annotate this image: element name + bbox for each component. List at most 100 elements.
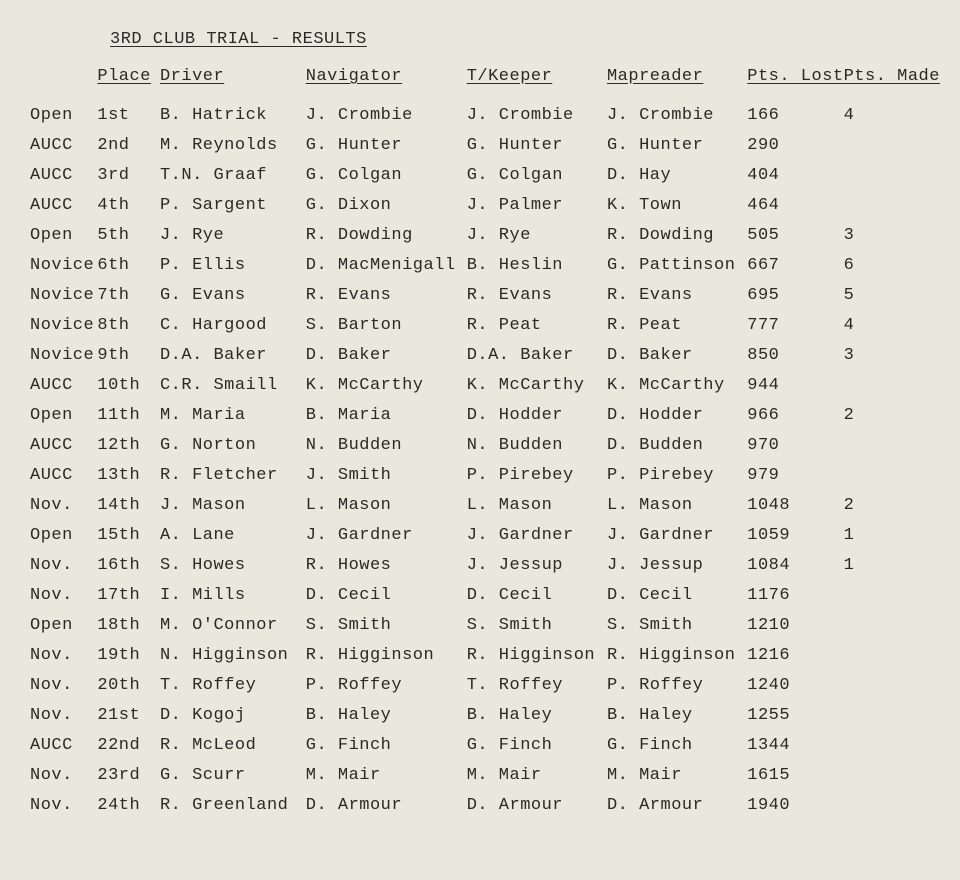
cell-tkeeper: D. Armour	[467, 790, 607, 820]
cell-navigator: R. Dowding	[306, 220, 467, 250]
cell-navigator: B. Maria	[306, 400, 467, 430]
table-row: Nov.20thT. RoffeyP. RoffeyT. RoffeyP. Ro…	[30, 670, 940, 700]
cell-tkeeper: R. Evans	[467, 280, 607, 310]
cell-driver: T.N. Graaf	[160, 160, 306, 190]
cell-pts-lost: 979	[747, 460, 843, 490]
table-row: AUCC22ndR. McLeodG. FinchG. FinchG. Finc…	[30, 730, 940, 760]
cell-class: Novice	[30, 250, 97, 280]
cell-driver: D.A. Baker	[160, 340, 306, 370]
cell-class: Nov.	[30, 700, 97, 730]
table-row: Nov.14thJ. MasonL. MasonL. MasonL. Mason…	[30, 490, 940, 520]
cell-tkeeper: G. Colgan	[467, 160, 607, 190]
cell-pts-lost: 1210	[747, 610, 843, 640]
cell-pts-made	[844, 460, 940, 490]
cell-driver: C.R. Smaill	[160, 370, 306, 400]
cell-driver: B. Hatrick	[160, 100, 306, 130]
cell-class: Nov.	[30, 490, 97, 520]
cell-mapreader: D. Hodder	[607, 400, 747, 430]
table-row: AUCC2ndM. ReynoldsG. HunterG. HunterG. H…	[30, 130, 940, 160]
cell-tkeeper: L. Mason	[467, 490, 607, 520]
cell-pts-lost: 1048	[747, 490, 843, 520]
table-row: Nov.24thR. GreenlandD. ArmourD. ArmourD.…	[30, 790, 940, 820]
cell-navigator: G. Hunter	[306, 130, 467, 160]
cell-class: Open	[30, 400, 97, 430]
cell-pts-made: 4	[844, 100, 940, 130]
cell-pts-made	[844, 730, 940, 760]
cell-pts-lost: 1216	[747, 640, 843, 670]
cell-driver: M. Maria	[160, 400, 306, 430]
cell-place: 9th	[97, 340, 160, 370]
cell-class: AUCC	[30, 160, 97, 190]
cell-class: AUCC	[30, 730, 97, 760]
cell-place: 10th	[97, 370, 160, 400]
cell-tkeeper: R. Peat	[467, 310, 607, 340]
cell-place: 8th	[97, 310, 160, 340]
cell-pts-made: 3	[844, 220, 940, 250]
cell-pts-lost: 850	[747, 340, 843, 370]
header-pts-made: Pts. Made	[844, 67, 940, 100]
cell-mapreader: D. Budden	[607, 430, 747, 460]
cell-place: 4th	[97, 190, 160, 220]
cell-pts-made	[844, 430, 940, 460]
cell-navigator: S. Smith	[306, 610, 467, 640]
cell-place: 22nd	[97, 730, 160, 760]
cell-class: Nov.	[30, 640, 97, 670]
cell-tkeeper: M. Mair	[467, 760, 607, 790]
cell-place: 2nd	[97, 130, 160, 160]
cell-pts-lost: 1255	[747, 700, 843, 730]
cell-mapreader: B. Haley	[607, 700, 747, 730]
cell-driver: I. Mills	[160, 580, 306, 610]
cell-navigator: D. MacMenigall	[306, 250, 467, 280]
cell-pts-lost: 966	[747, 400, 843, 430]
cell-place: 24th	[97, 790, 160, 820]
cell-class: AUCC	[30, 190, 97, 220]
cell-place: 3rd	[97, 160, 160, 190]
cell-mapreader: S. Smith	[607, 610, 747, 640]
cell-driver: S. Howes	[160, 550, 306, 580]
cell-pts-made	[844, 760, 940, 790]
cell-place: 21st	[97, 700, 160, 730]
cell-pts-made: 4	[844, 310, 940, 340]
cell-navigator: P. Roffey	[306, 670, 467, 700]
table-body: Open1stB. HatrickJ. CrombieJ. CrombieJ. …	[30, 100, 940, 820]
cell-mapreader: D. Armour	[607, 790, 747, 820]
cell-pts-lost: 505	[747, 220, 843, 250]
cell-navigator: R. Evans	[306, 280, 467, 310]
cell-driver: G. Evans	[160, 280, 306, 310]
cell-navigator: N. Budden	[306, 430, 467, 460]
table-header: Place Driver Navigator T/Keeper Mapreade…	[30, 67, 940, 100]
cell-pts-lost: 1240	[747, 670, 843, 700]
cell-pts-lost: 777	[747, 310, 843, 340]
cell-tkeeper: J. Crombie	[467, 100, 607, 130]
cell-class: Nov.	[30, 670, 97, 700]
cell-place: 13th	[97, 460, 160, 490]
cell-class: Open	[30, 610, 97, 640]
cell-mapreader: P. Pirebey	[607, 460, 747, 490]
cell-driver: P. Ellis	[160, 250, 306, 280]
cell-mapreader: J. Gardner	[607, 520, 747, 550]
cell-navigator: D. Armour	[306, 790, 467, 820]
cell-tkeeper: K. McCarthy	[467, 370, 607, 400]
cell-navigator: D. Baker	[306, 340, 467, 370]
table-row: Open15thA. LaneJ. GardnerJ. GardnerJ. Ga…	[30, 520, 940, 550]
cell-mapreader: M. Mair	[607, 760, 747, 790]
cell-mapreader: P. Roffey	[607, 670, 747, 700]
table-row: Open18thM. O'ConnorS. SmithS. SmithS. Sm…	[30, 610, 940, 640]
results-page: 3RD CLUB TRIAL - RESULTS Place Driver Na…	[0, 0, 960, 840]
cell-pts-made	[844, 160, 940, 190]
cell-navigator: G. Colgan	[306, 160, 467, 190]
cell-tkeeper: D. Cecil	[467, 580, 607, 610]
cell-place: 14th	[97, 490, 160, 520]
cell-place: 6th	[97, 250, 160, 280]
cell-pts-lost: 667	[747, 250, 843, 280]
cell-pts-lost: 944	[747, 370, 843, 400]
cell-class: Nov.	[30, 790, 97, 820]
cell-place: 1st	[97, 100, 160, 130]
table-row: AUCC12thG. NortonN. BuddenN. BuddenD. Bu…	[30, 430, 940, 460]
cell-pts-made: 6	[844, 250, 940, 280]
cell-pts-made	[844, 130, 940, 160]
table-row: Nov.23rdG. ScurrM. MairM. MairM. Mair161…	[30, 760, 940, 790]
cell-pts-lost: 1344	[747, 730, 843, 760]
cell-mapreader: D. Baker	[607, 340, 747, 370]
cell-pts-lost: 1059	[747, 520, 843, 550]
